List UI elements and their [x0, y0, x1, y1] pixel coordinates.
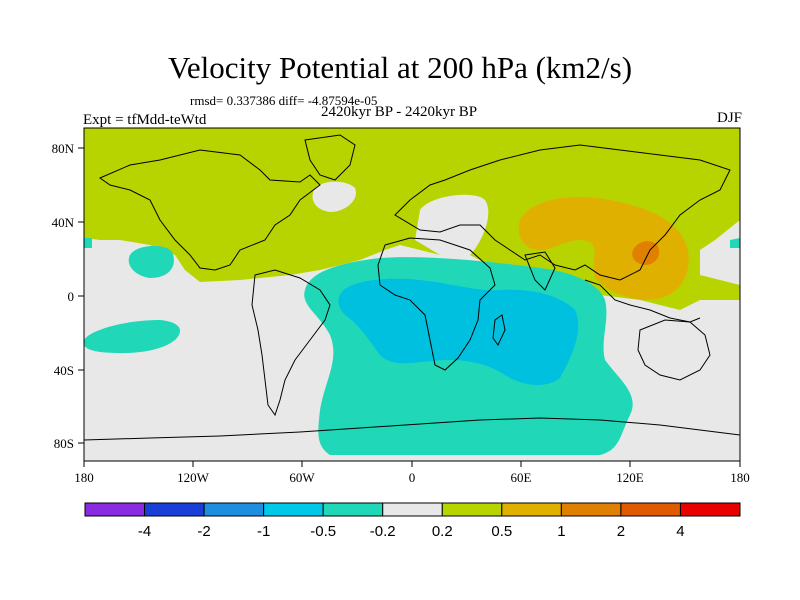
y-tick-label: 0	[68, 289, 75, 304]
negative-blob-pacific-south	[84, 320, 180, 354]
colorbar-label: -0.5	[310, 523, 336, 540]
negative-core-south	[338, 278, 579, 386]
positive-region-asia	[518, 196, 689, 300]
colorbar-segment	[263, 502, 324, 517]
colorbar-segment	[203, 502, 265, 517]
y-tick-label: 40N	[52, 215, 75, 230]
positive-region-north	[84, 128, 740, 310]
negative-edge-west	[84, 238, 92, 248]
x-tick-label: 180	[74, 470, 94, 485]
colorbar-label: -1	[257, 523, 270, 540]
colorbar-segment	[144, 502, 205, 517]
colorbar-segment	[679, 502, 741, 517]
colorbar-label: 0.2	[432, 523, 453, 540]
colorbar-label: 2	[617, 523, 625, 540]
neutral-hole-atlantic	[312, 181, 356, 212]
x-tick-label: 0	[409, 470, 416, 485]
colorbar-label: 1	[557, 523, 565, 540]
x-tick-label: 60E	[511, 470, 532, 485]
stats-subtitle: rmsd= 0.337386 diff= -4.87594e-05	[190, 93, 378, 108]
velocity-potential-field	[84, 128, 740, 461]
season-label: DJF	[716, 110, 742, 126]
colorbar-segment	[620, 502, 681, 517]
colorbar-label: 4	[676, 523, 684, 540]
colorbar-segment	[560, 502, 622, 517]
colorbar: -4 -2 -1 -0.5 -0.2 0.2 0.5 1 2 4	[84, 502, 741, 540]
x-tick-label: 60W	[289, 470, 315, 485]
y-tick-label: 80S	[54, 436, 74, 451]
tick-marks	[78, 147, 741, 467]
colorbar-label: 0.5	[491, 523, 512, 540]
period-label: 2420kyr BP - 2420kyr BP	[321, 104, 478, 120]
colorbar-label: -2	[197, 523, 210, 540]
colorbar-segment	[322, 502, 384, 517]
colorbar-segment	[441, 502, 503, 517]
experiment-label: Expt = tfMdd-teWtd	[83, 112, 207, 128]
x-tick-label: 120E	[616, 470, 644, 485]
negative-edge-east	[730, 238, 740, 248]
negative-blob-pacific-north	[128, 245, 174, 278]
map-title: Velocity Potential at 200 hPa (km2/s)	[167, 50, 633, 85]
x-tick-label: 120W	[177, 470, 210, 485]
coastlines	[84, 134, 740, 441]
x-tick-label: 180	[730, 470, 750, 485]
y-tick-label: 40S	[54, 363, 74, 378]
colorbar-segment	[501, 502, 562, 517]
y-tick-label: 80N	[52, 141, 75, 156]
colorbar-label: -4	[138, 523, 151, 540]
colorbar-segment	[84, 502, 146, 517]
colorbar-label: -0.2	[370, 523, 396, 540]
colorbar-segment	[382, 502, 443, 517]
